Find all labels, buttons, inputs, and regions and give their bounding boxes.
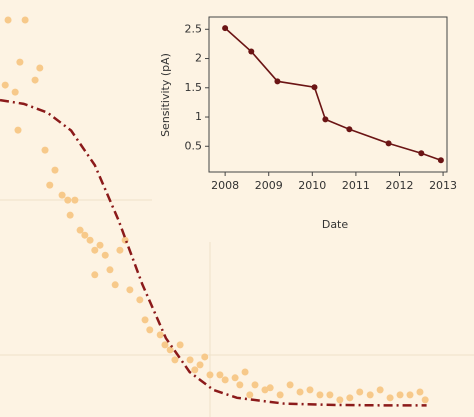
point — [71, 196, 79, 204]
point — [81, 231, 89, 239]
point — [14, 126, 22, 134]
point — [91, 246, 99, 254]
point — [111, 281, 119, 289]
line-point — [274, 78, 281, 85]
point — [121, 236, 129, 244]
point — [251, 381, 259, 389]
point — [236, 381, 244, 389]
point — [166, 346, 174, 354]
inset-background — [152, 0, 474, 242]
line-point — [222, 25, 229, 32]
point — [196, 361, 204, 369]
point — [96, 241, 104, 249]
point — [101, 251, 109, 259]
point — [216, 371, 224, 379]
point — [186, 356, 194, 364]
line-point — [311, 84, 318, 91]
point — [136, 296, 144, 304]
point — [171, 356, 179, 364]
line-point — [248, 48, 255, 55]
point — [31, 76, 39, 84]
point — [64, 196, 72, 204]
point — [21, 16, 29, 24]
line-point — [437, 157, 444, 164]
point — [416, 388, 424, 396]
point — [421, 396, 429, 404]
main-plot — [0, 16, 429, 407]
point — [58, 191, 66, 199]
y-tick-label: 1.5 — [185, 81, 203, 94]
point — [286, 381, 294, 389]
point — [1, 81, 9, 89]
point — [176, 341, 184, 349]
point — [161, 341, 169, 349]
point — [376, 386, 384, 394]
point — [141, 316, 149, 324]
line-point — [385, 140, 392, 147]
point — [201, 353, 209, 361]
point — [41, 146, 49, 154]
x-axis-label: Date — [322, 218, 349, 231]
point — [246, 391, 254, 399]
point — [316, 391, 324, 399]
point — [206, 371, 214, 379]
point — [276, 391, 284, 399]
point — [16, 58, 24, 66]
point — [191, 366, 199, 374]
inset-plot: Date Sensitivity (pA) 0.5 1 1.5 2 2.5 2008 200… — [152, 0, 474, 242]
point — [356, 388, 364, 396]
point — [326, 391, 334, 399]
x-tick-label: 2011 — [342, 179, 370, 192]
fit-line — [0, 98, 427, 407]
x-tick-label: 2009 — [255, 179, 283, 192]
y-axis-label: Sensitivity (pA) — [159, 53, 172, 137]
point — [4, 16, 12, 24]
point — [366, 391, 374, 399]
point — [36, 64, 44, 72]
line-point — [346, 126, 353, 133]
line-point — [418, 150, 425, 157]
point — [241, 368, 249, 376]
point — [336, 396, 344, 404]
point — [146, 326, 154, 334]
point — [106, 266, 114, 274]
point — [116, 246, 124, 254]
x-tick-label: 2008 — [211, 179, 239, 192]
point — [86, 236, 94, 244]
x-tick-label: 2010 — [298, 179, 326, 192]
point — [66, 211, 74, 219]
point — [231, 374, 239, 382]
point — [346, 394, 354, 402]
plot-frame — [208, 16, 448, 173]
point — [396, 391, 404, 399]
point — [76, 226, 84, 234]
x-tick-label: 2012 — [385, 179, 413, 192]
point — [156, 331, 164, 339]
line-point — [322, 116, 329, 123]
point — [51, 166, 59, 174]
point — [91, 271, 99, 279]
x-tick-label: 2013 — [429, 179, 457, 192]
point — [406, 391, 414, 399]
y-tick-label: 1 — [195, 110, 202, 123]
y-tick-label: 2.5 — [185, 22, 203, 35]
point — [126, 286, 134, 294]
point — [306, 386, 314, 394]
y-tick-label: 2 — [195, 52, 202, 65]
point — [221, 376, 229, 384]
point — [266, 384, 274, 392]
point — [46, 181, 54, 189]
point — [386, 394, 394, 402]
point — [11, 88, 19, 96]
y-tick-label: 0.5 — [185, 139, 203, 152]
point — [296, 388, 304, 396]
